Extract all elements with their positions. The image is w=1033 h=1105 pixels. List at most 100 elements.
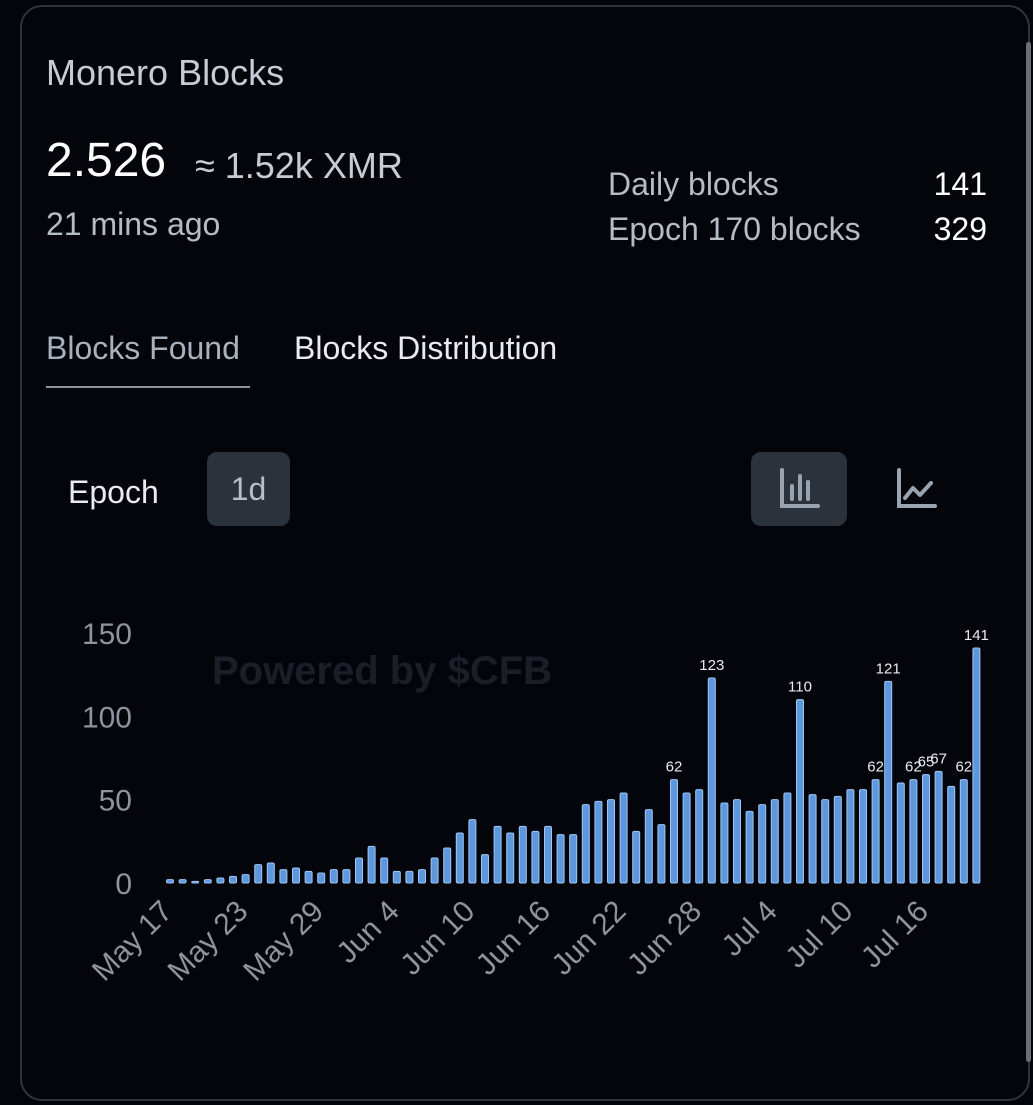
bar (695, 789, 704, 884)
data-label: 123 (699, 657, 724, 674)
data-label: 62 (867, 759, 884, 776)
bar (783, 792, 792, 884)
bar (644, 809, 653, 884)
bar (922, 774, 930, 884)
card-title: Monero Blocks (46, 52, 285, 93)
bar (405, 870, 414, 884)
bar (531, 830, 540, 884)
bar (229, 875, 237, 884)
data-label: 62 (955, 759, 972, 776)
daily-blocks-label: Daily blocks (608, 166, 779, 202)
bar (166, 879, 174, 884)
bar (493, 825, 502, 884)
x-tick-label: Jun 28 (621, 895, 708, 982)
bar (468, 819, 477, 884)
bar (670, 779, 678, 884)
x-tick-label: Jun 22 (546, 895, 633, 982)
bar (934, 770, 943, 884)
watermark: Powered by $CFB (212, 649, 552, 693)
bar (266, 862, 275, 884)
bar (884, 680, 893, 884)
bar (909, 779, 918, 884)
bar (569, 834, 578, 884)
y-tick-label: 100 (82, 701, 132, 734)
bar (808, 794, 817, 884)
y-tick-label: 50 (99, 785, 132, 818)
bar (292, 867, 300, 884)
bar (972, 647, 981, 884)
xmr-approx: ≈ 1.52k XMR (195, 145, 403, 186)
x-tick-label: Jun 16 (470, 895, 557, 982)
bar (859, 789, 867, 884)
blocks-card (20, 5, 1030, 1101)
line-chart-icon (897, 468, 937, 508)
bar (745, 810, 754, 884)
bar-chart-button[interactable] (751, 452, 847, 526)
data-label: 62 (905, 759, 922, 776)
bar (418, 869, 426, 884)
data-label: 62 (666, 759, 683, 776)
x-tick-label: Jul 4 (716, 895, 784, 963)
bar (896, 782, 905, 884)
bar (544, 825, 552, 884)
data-label: 121 (876, 660, 901, 677)
epoch-toggle[interactable]: Epoch (68, 474, 159, 510)
block-value: 2.526 (46, 134, 167, 187)
bar (947, 785, 956, 884)
bar (342, 869, 351, 884)
bar (796, 699, 804, 884)
bar (455, 832, 464, 884)
bar (203, 879, 212, 884)
x-tick-label: May 17 (86, 895, 179, 988)
bar-chart-icon (780, 468, 820, 508)
bar (707, 677, 716, 884)
bar (518, 825, 527, 884)
bar (329, 869, 338, 884)
bar (632, 830, 641, 884)
bar (833, 795, 842, 884)
bar (846, 789, 855, 884)
bar (317, 872, 326, 884)
bar (254, 864, 263, 884)
bar (821, 799, 830, 884)
bar (758, 804, 767, 884)
bar (720, 802, 729, 884)
bar (304, 870, 313, 884)
data-label: 65 (918, 754, 935, 771)
bar (481, 854, 489, 884)
interval-1d-button[interactable]: 1d (207, 452, 290, 526)
epoch-blocks-label: Epoch 170 blocks (608, 211, 861, 247)
tab-blocks-found[interactable]: Blocks Found (46, 330, 240, 366)
blocks-bar-chart: Powered by $CFB0501001506212311062121626… (82, 618, 989, 988)
data-label: 67 (930, 750, 947, 767)
bar (959, 779, 968, 884)
bar (367, 845, 376, 884)
x-tick-label: May 29 (237, 895, 330, 988)
x-tick-label: Jul 16 (855, 895, 935, 975)
bar (556, 834, 565, 884)
bar (506, 832, 515, 884)
bar (619, 792, 628, 884)
bar (581, 804, 590, 884)
bar (380, 857, 389, 884)
y-tick-label: 150 (82, 618, 132, 651)
bar (241, 874, 250, 884)
bar (443, 847, 452, 884)
bar (430, 857, 439, 884)
data-label: 110 (788, 679, 812, 696)
scrollbar[interactable] (1026, 42, 1031, 1062)
bar (871, 779, 880, 884)
data-label: 141 (964, 627, 989, 644)
bar (178, 879, 187, 884)
line-chart-button[interactable] (868, 452, 964, 526)
bar (682, 792, 691, 884)
bar (355, 857, 363, 884)
bar (594, 800, 603, 884)
x-tick-label: May 23 (162, 895, 255, 988)
x-tick-label: Jul 10 (779, 895, 859, 975)
bar (733, 799, 741, 884)
bar (279, 869, 288, 884)
daily-blocks-value: 141 (933, 166, 987, 202)
bar (191, 880, 200, 884)
tab-blocks-distribution[interactable]: Blocks Distribution (294, 330, 558, 366)
